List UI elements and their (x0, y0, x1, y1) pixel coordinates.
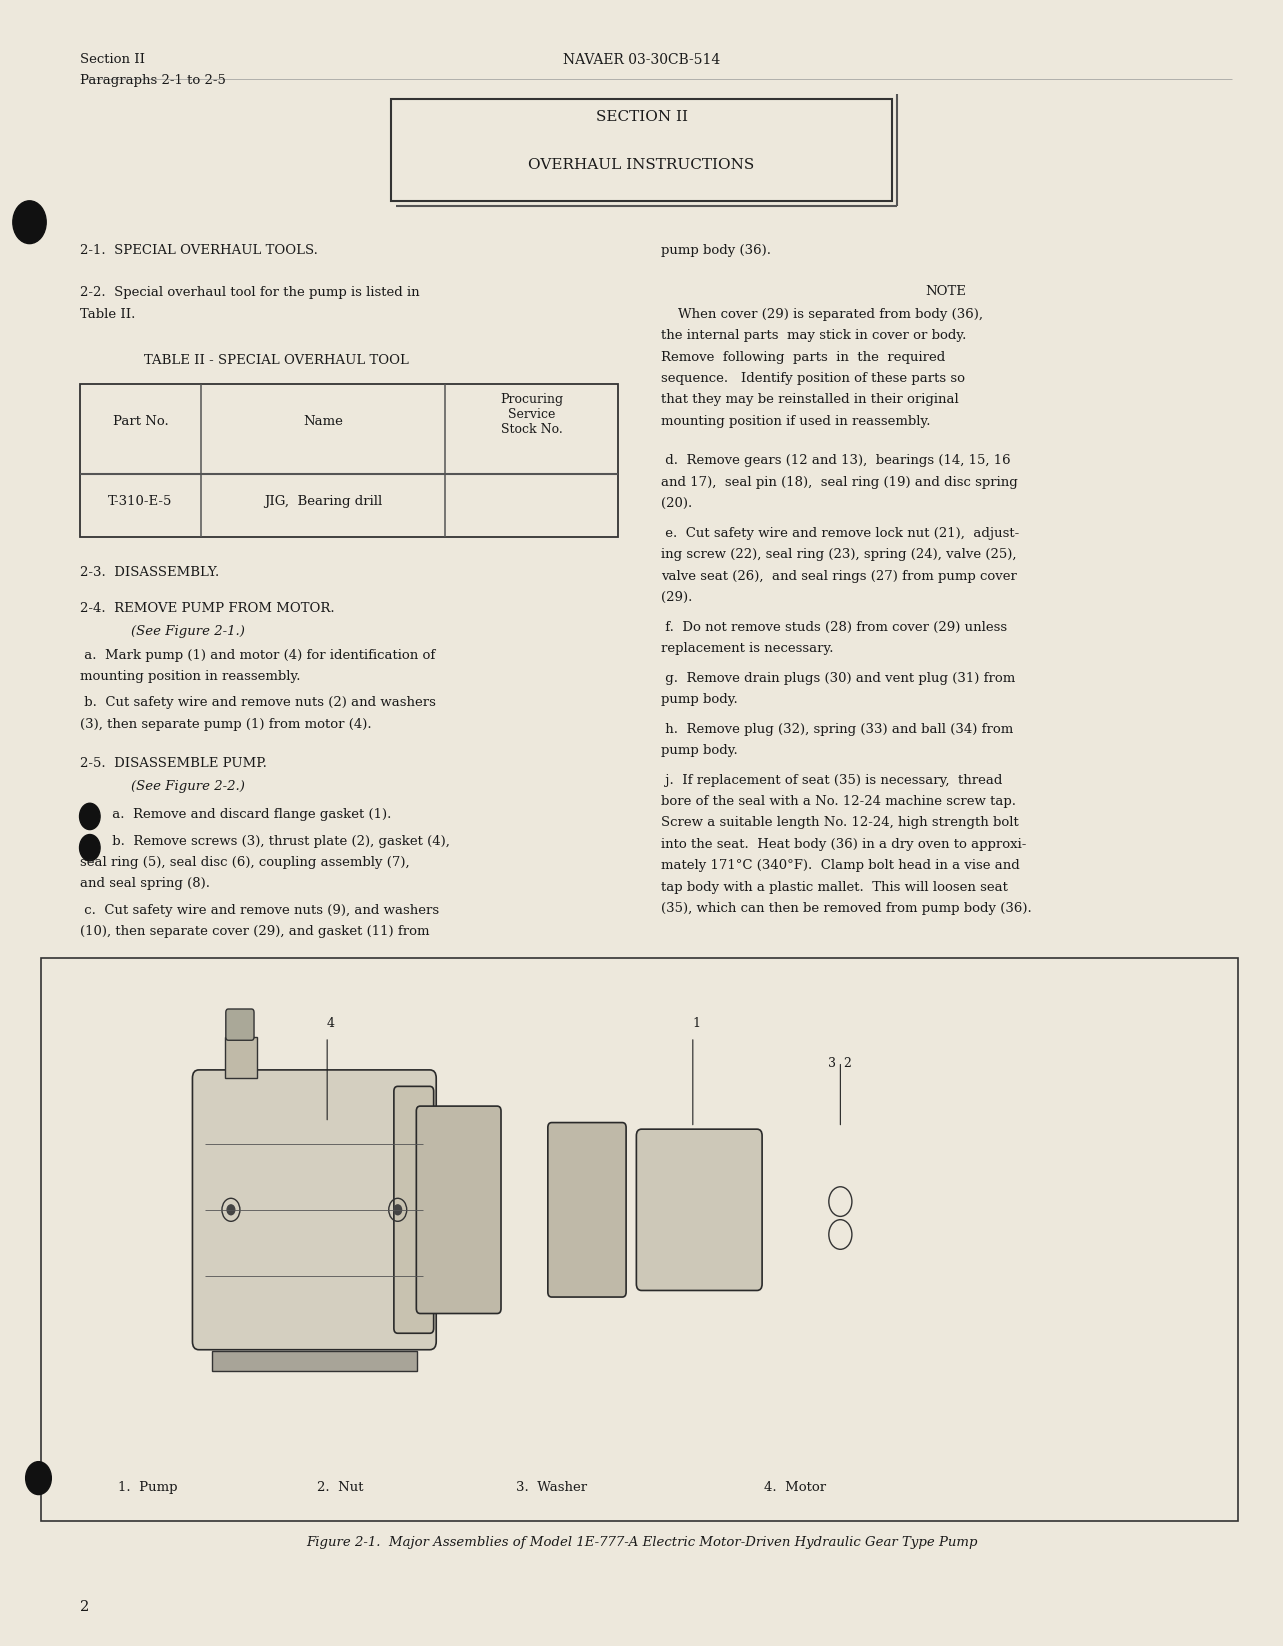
Text: and seal spring (8).: and seal spring (8). (80, 877, 209, 890)
Text: mounting position if used in reassembly.: mounting position if used in reassembly. (661, 415, 930, 428)
Text: pump body.: pump body. (661, 693, 738, 706)
FancyBboxPatch shape (394, 1086, 434, 1333)
Text: e.  Cut safety wire and remove lock nut (21),  adjust-: e. Cut safety wire and remove lock nut (… (661, 527, 1019, 540)
Text: 4: 4 (327, 1017, 335, 1030)
Text: TABLE II - SPECIAL OVERHAUL TOOL: TABLE II - SPECIAL OVERHAUL TOOL (144, 354, 408, 367)
Text: 3.  Washer: 3. Washer (516, 1481, 588, 1495)
Text: 3  2: 3 2 (829, 1057, 852, 1070)
Bar (212, 1351, 417, 1371)
Text: into the seat.  Heat body (36) in a dry oven to approxi-: into the seat. Heat body (36) in a dry o… (661, 838, 1026, 851)
Text: b.  Remove screws (3), thrust plate (2), gasket (4),: b. Remove screws (3), thrust plate (2), … (108, 835, 449, 848)
Text: g.  Remove drain plugs (30) and vent plug (31) from: g. Remove drain plugs (30) and vent plug… (661, 672, 1015, 685)
Text: NAVAER 03-30CB-514: NAVAER 03-30CB-514 (563, 53, 720, 67)
Text: When cover (29) is separated from body (36),: When cover (29) is separated from body (… (661, 308, 983, 321)
Text: a.  Remove and discard flange gasket (1).: a. Remove and discard flange gasket (1). (108, 808, 391, 821)
Text: that they may be reinstalled in their original: that they may be reinstalled in their or… (661, 393, 958, 407)
FancyBboxPatch shape (192, 1070, 436, 1350)
Text: the internal parts  may stick in cover or body.: the internal parts may stick in cover or… (661, 329, 966, 342)
Circle shape (80, 835, 100, 861)
Text: Section II: Section II (80, 53, 145, 66)
Text: b.  Cut safety wire and remove nuts (2) and washers: b. Cut safety wire and remove nuts (2) a… (80, 696, 435, 709)
Text: T-310-E-5: T-310-E-5 (108, 495, 173, 509)
Text: Figure 2-1.  Major Assemblies of Model 1E-777-A Electric Motor-Driven Hydraulic : Figure 2-1. Major Assemblies of Model 1E… (305, 1536, 978, 1549)
Text: pump body (36).: pump body (36). (661, 244, 771, 257)
Circle shape (26, 1462, 51, 1495)
Text: tap body with a plastic mallet.  This will loosen seat: tap body with a plastic mallet. This wil… (661, 881, 1007, 894)
FancyBboxPatch shape (416, 1106, 500, 1314)
Text: (3), then separate pump (1) from motor (4).: (3), then separate pump (1) from motor (… (80, 718, 371, 731)
Text: d.  Remove gears (12 and 13),  bearings (14, 15, 16: d. Remove gears (12 and 13), bearings (1… (661, 454, 1011, 467)
Text: Name: Name (303, 415, 344, 428)
Text: (See Figure 2-1.): (See Figure 2-1.) (131, 625, 245, 639)
Text: 2: 2 (80, 1600, 89, 1615)
Circle shape (80, 803, 100, 830)
FancyBboxPatch shape (548, 1123, 626, 1297)
Text: Procuring
Service
Stock No.: Procuring Service Stock No. (500, 393, 563, 436)
Circle shape (13, 201, 46, 244)
Text: h.  Remove plug (32), spring (33) and ball (34) from: h. Remove plug (32), spring (33) and bal… (661, 723, 1014, 736)
Text: and 17),  seal pin (18),  seal ring (19) and disc spring: and 17), seal pin (18), seal ring (19) a… (661, 476, 1017, 489)
Text: Screw a suitable length No. 12-24, high strength bolt: Screw a suitable length No. 12-24, high … (661, 816, 1019, 830)
Text: Remove  following  parts  in  the  required: Remove following parts in the required (661, 351, 946, 364)
Text: pump body.: pump body. (661, 744, 738, 757)
Text: (35), which can then be removed from pump body (36).: (35), which can then be removed from pum… (661, 902, 1032, 915)
Text: 4.  Motor: 4. Motor (765, 1481, 826, 1495)
Text: 2-2.  Special overhaul tool for the pump is listed in: 2-2. Special overhaul tool for the pump … (80, 286, 420, 300)
Text: 2-4.  REMOVE PUMP FROM MOTOR.: 2-4. REMOVE PUMP FROM MOTOR. (80, 602, 334, 616)
Text: Paragraphs 2-1 to 2-5: Paragraphs 2-1 to 2-5 (80, 74, 226, 87)
Text: ing screw (22), seal ring (23), spring (24), valve (25),: ing screw (22), seal ring (23), spring (… (661, 548, 1016, 561)
Text: a.  Mark pump (1) and motor (4) for identification of: a. Mark pump (1) and motor (4) for ident… (80, 649, 435, 662)
Text: bore of the seal with a No. 12-24 machine screw tap.: bore of the seal with a No. 12-24 machin… (661, 795, 1016, 808)
Bar (80, 384, 618, 537)
Circle shape (394, 1205, 402, 1215)
Bar (225, 1037, 257, 1078)
Text: (See Figure 2-2.): (See Figure 2-2.) (131, 780, 245, 793)
Text: (20).: (20). (661, 497, 692, 510)
Text: (10), then separate cover (29), and gasket (11) from: (10), then separate cover (29), and gask… (80, 925, 429, 938)
Text: JIG,  Bearing drill: JIG, Bearing drill (264, 495, 382, 509)
Text: sequence.   Identify position of these parts so: sequence. Identify position of these par… (661, 372, 965, 385)
Text: 2-3.  DISASSEMBLY.: 2-3. DISASSEMBLY. (80, 566, 219, 579)
Text: mately 171°C (340°F).  Clamp bolt head in a vise and: mately 171°C (340°F). Clamp bolt head in… (661, 859, 1020, 872)
Bar (391, 99, 892, 201)
Text: Part No.: Part No. (113, 415, 168, 428)
Text: SECTION II: SECTION II (595, 110, 688, 125)
FancyBboxPatch shape (636, 1129, 762, 1290)
Text: Table II.: Table II. (80, 308, 135, 321)
Text: mounting position in reassembly.: mounting position in reassembly. (80, 670, 300, 683)
Text: seal ring (5), seal disc (6), coupling assembly (7),: seal ring (5), seal disc (6), coupling a… (80, 856, 409, 869)
Text: 2-1.  SPECIAL OVERHAUL TOOLS.: 2-1. SPECIAL OVERHAUL TOOLS. (80, 244, 317, 257)
FancyBboxPatch shape (226, 1009, 254, 1040)
Text: OVERHAUL INSTRUCTIONS: OVERHAUL INSTRUCTIONS (529, 158, 754, 171)
Text: 2.  Nut: 2. Nut (317, 1481, 363, 1495)
Text: 1.  Pump: 1. Pump (118, 1481, 177, 1495)
Text: valve seat (26),  and seal rings (27) from pump cover: valve seat (26), and seal rings (27) fro… (661, 570, 1016, 583)
Text: 1: 1 (693, 1017, 701, 1030)
Circle shape (227, 1205, 235, 1215)
Text: (29).: (29). (661, 591, 692, 604)
Text: j.  If replacement of seat (35) is necessary,  thread: j. If replacement of seat (35) is necess… (661, 774, 1002, 787)
Text: replacement is necessary.: replacement is necessary. (661, 642, 833, 655)
Text: c.  Cut safety wire and remove nuts (9), and washers: c. Cut safety wire and remove nuts (9), … (80, 904, 439, 917)
Text: NOTE: NOTE (926, 285, 966, 298)
Bar (41, 958, 1238, 1521)
Text: f.  Do not remove studs (28) from cover (29) unless: f. Do not remove studs (28) from cover (… (661, 621, 1007, 634)
Text: 2-5.  DISASSEMBLE PUMP.: 2-5. DISASSEMBLE PUMP. (80, 757, 267, 770)
